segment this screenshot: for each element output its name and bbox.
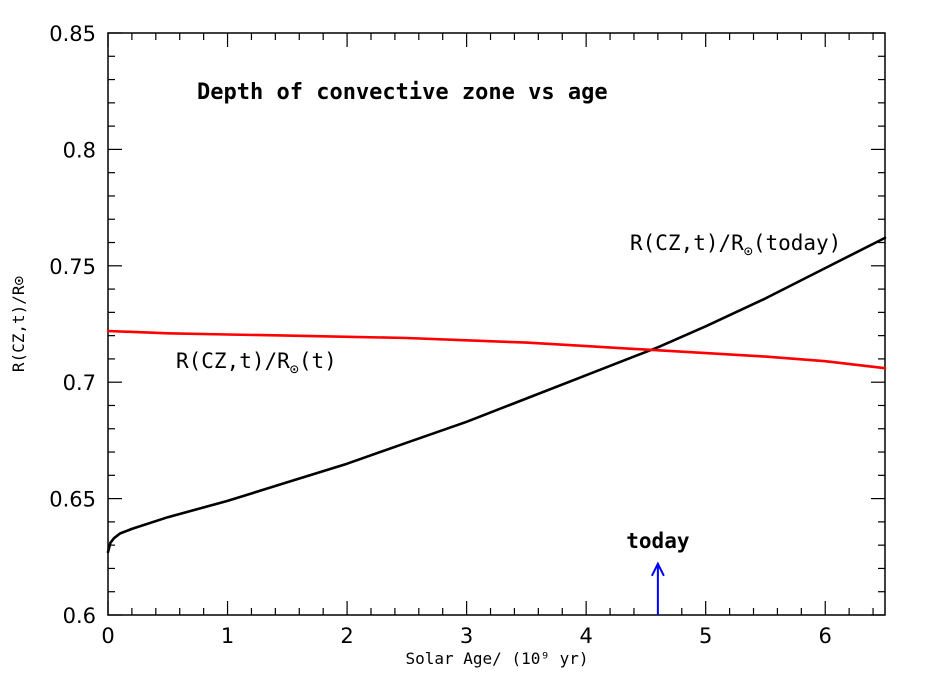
legend-label-black-prefix: R(CZ,t)/R [630, 231, 744, 255]
x-tick-label: 1 [221, 624, 234, 648]
y-tick-label: 0.65 [49, 488, 96, 512]
legend-label-red-prefix: R(CZ,t)/R [176, 349, 290, 373]
y-tick-label: 0.6 [63, 604, 96, 628]
today-label: today [626, 529, 690, 553]
annotation-layer: today [626, 529, 690, 615]
legend-label-black: R(CZ,t)/R⊙(today) [630, 231, 841, 260]
x-tick-label: 5 [699, 624, 712, 648]
x-tick-label: 3 [460, 624, 473, 648]
x-axis-label: Solar Age/ (10⁹ yr) [405, 649, 588, 668]
plot-frame [107, 32, 886, 616]
legend-label-black-subscript: ⊙ [744, 242, 753, 260]
legend-label-red: R(CZ,t)/R⊙(t) [176, 349, 337, 378]
legend-label-red-subscript: ⊙ [290, 360, 299, 378]
today-arrow-head [650, 561, 665, 577]
y-axis-label: R(CZ,t)/R⊙ [9, 275, 28, 372]
legend-label-black-suffix: (today) [753, 231, 842, 255]
x-tick-label: 2 [340, 624, 353, 648]
x-tick-label: 6 [819, 624, 832, 648]
y-tick-label: 0.8 [63, 138, 96, 162]
axis-ticks [107, 32, 885, 616]
y-tick-label: 0.75 [49, 255, 96, 279]
x-tick-label: 0 [101, 624, 114, 648]
series-line-black [106, 236, 887, 554]
y-tick-label: 0.85 [49, 22, 96, 46]
y-tick-label: 0.7 [63, 371, 96, 395]
chart-title: Depth of convective zone vs age [197, 80, 608, 105]
x-tick-label: 4 [579, 624, 592, 648]
legend-label-red-suffix: (t) [299, 349, 337, 373]
axis-tick-labels: 0 1 2 3 4 5 6 0.6 0.65 0.7 0.75 0.8 0.85 [49, 22, 832, 648]
series-line-red [106, 329, 887, 370]
series-layer [106, 236, 887, 554]
